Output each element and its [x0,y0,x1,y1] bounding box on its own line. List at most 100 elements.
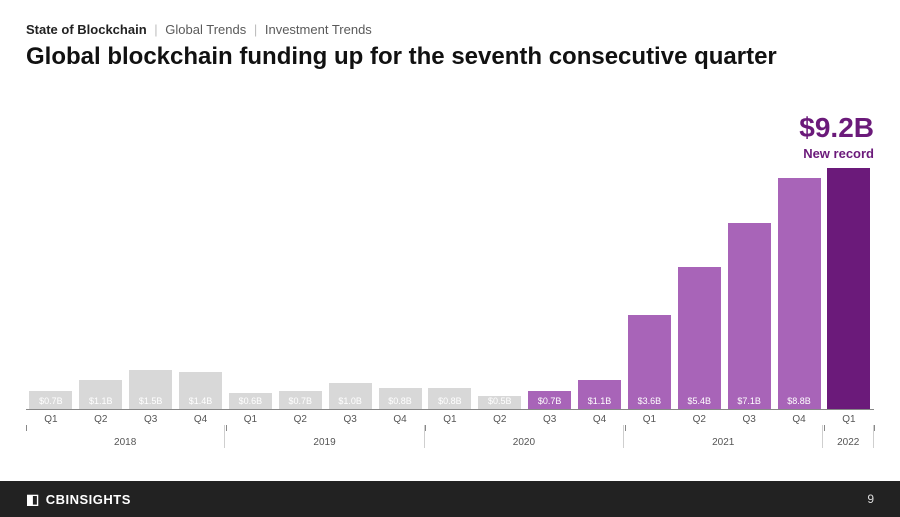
year-divider [226,425,227,431]
bar-value-label: $5.4B [688,396,712,409]
footer: ◧ CBINSIGHTS 9 [0,481,900,517]
x-tick-quarter: Q1 [226,410,276,425]
x-tick-quarter: Q1 [625,410,675,425]
bar-value-label: $1.4B [189,396,213,409]
bar-slot: $5.4B [674,160,724,409]
breadcrumb-b: Global Trends [165,22,246,37]
x-tick-year: 2018 [26,425,225,448]
bar [827,168,870,409]
bar: $0.5B [478,396,521,409]
bar-slot: $7.1B [724,160,774,409]
brand: ◧ CBINSIGHTS [26,491,131,508]
year-divider [874,425,875,431]
bar-value-label: $0.8B [438,396,462,409]
breadcrumb-sep: | [154,22,157,37]
x-tick-quarter: Q4 [575,410,625,425]
breadcrumb: State of Blockchain | Global Trends | In… [26,22,874,37]
bar-slot: $0.8B [425,160,475,409]
bar-value-label: $1.0B [338,396,362,409]
year-divider [625,425,626,431]
bar-slot: $1.1B [575,160,625,409]
bar: $1.4B [179,372,222,409]
bar-slot: $1.1B [76,160,126,409]
bars-container: $0.7B $1.1B $1.5B $1.4B $0.6B $0.7B $1.0B $0.8B… [26,160,874,409]
bar: $0.7B [279,391,322,409]
x-tick-quarter: Q3 [724,410,774,425]
x-tick-quarter: Q3 [325,410,375,425]
x-tick-quarter: Q3 [525,410,575,425]
bar-slot: $0.7B [525,160,575,409]
bar-slot: $1.0B [325,160,375,409]
bar-value-label: $0.6B [239,396,263,409]
x-axis: Q1Q2Q3Q4Q1Q2Q3Q4Q1Q2Q3Q4Q1Q2Q3Q4Q1 20182… [26,410,874,448]
quarter-row: Q1Q2Q3Q4Q1Q2Q3Q4Q1Q2Q3Q4Q1Q2Q3Q4Q1 [26,410,874,425]
bar-value-label: $1.1B [588,396,612,409]
brand-icon: ◧ [26,491,40,508]
x-tick-quarter: Q2 [76,410,126,425]
year-row: 20182019202020212022 [26,425,874,448]
bar: $1.0B [329,383,372,409]
bar-slot [824,160,874,409]
bar: $1.1B [578,380,621,409]
year-divider [425,425,426,431]
x-tick-quarter: Q2 [475,410,525,425]
bar-value-label: $7.1B [737,396,761,409]
bar: $0.7B [29,391,72,409]
bar-value-label: $0.7B [289,396,313,409]
bar-slot: $1.4B [176,160,226,409]
bar: $8.8B [778,178,821,409]
page-title: Global blockchain funding up for the sev… [26,43,874,71]
x-tick-quarter: Q4 [375,410,425,425]
bar-slot: $8.8B [774,160,824,409]
bar-slot: $3.6B [625,160,675,409]
breadcrumb-c: Investment Trends [265,22,372,37]
bar-value-label: $3.6B [638,396,662,409]
x-tick-quarter: Q2 [674,410,724,425]
bar: $0.6B [229,393,272,409]
bar-value-label: $1.5B [139,396,163,409]
x-tick-quarter: Q1 [26,410,76,425]
x-tick-year: 2022 [823,425,874,448]
bar: $0.7B [528,391,571,409]
bar-slot: $0.6B [226,160,276,409]
breadcrumb-sep: | [254,22,257,37]
bar-slot: $0.5B [475,160,525,409]
bar: $0.8B [379,388,422,409]
bar-slot: $1.5B [126,160,176,409]
callout: $9.2B New record [799,112,874,161]
x-tick-year: 2019 [225,425,424,448]
page-number: 9 [867,492,874,506]
slide: State of Blockchain | Global Trends | In… [0,0,900,517]
plot-area: $0.7B $1.1B $1.5B $1.4B $0.6B $0.7B $1.0B $0.8B… [26,160,874,410]
brand-text: CBINSIGHTS [46,492,131,507]
bar: $0.8B [428,388,471,409]
bar-value-label: $1.1B [89,396,113,409]
bar-slot: $0.7B [26,160,76,409]
bar: $3.6B [628,315,671,409]
bar: $1.5B [129,370,172,409]
bar-slot: $0.7B [275,160,325,409]
bar: $7.1B [728,223,771,409]
callout-note: New record [799,146,874,161]
bar-value-label: $0.5B [488,396,512,409]
bar-value-label: $0.7B [538,396,562,409]
x-tick-quarter: Q3 [126,410,176,425]
x-tick-quarter: Q4 [176,410,226,425]
x-tick-quarter: Q1 [425,410,475,425]
bar-value-label: $0.7B [39,396,63,409]
x-tick-quarter: Q2 [275,410,325,425]
x-tick-quarter: Q4 [774,410,824,425]
bar: $5.4B [678,267,721,409]
x-tick-year: 2021 [624,425,823,448]
callout-value: $9.2B [799,112,874,144]
bar-value-label: $0.8B [388,396,412,409]
breadcrumb-a: State of Blockchain [26,22,147,37]
year-divider [26,425,27,431]
bar-chart: $0.7B $1.1B $1.5B $1.4B $0.6B $0.7B $1.0B $0.8B… [26,160,874,440]
year-divider [824,425,825,431]
bar: $1.1B [79,380,122,409]
bar-slot: $0.8B [375,160,425,409]
x-tick-year: 2020 [425,425,624,448]
bar-value-label: $8.8B [787,396,811,409]
x-tick-quarter: Q1 [824,410,874,425]
